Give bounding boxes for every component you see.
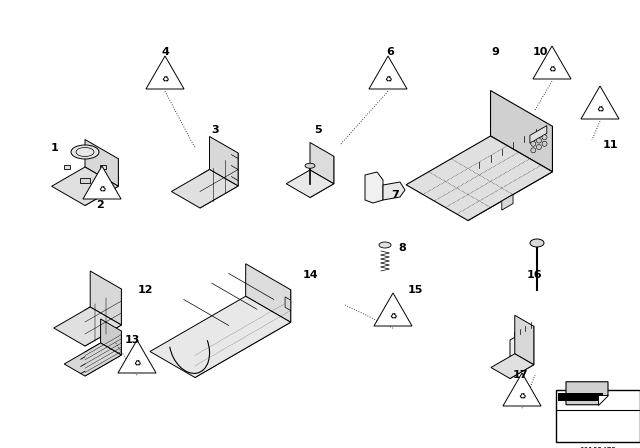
Text: 7: 7	[391, 190, 399, 200]
Polygon shape	[54, 307, 122, 346]
Polygon shape	[246, 264, 291, 322]
Polygon shape	[310, 142, 334, 184]
Text: ♻: ♻	[389, 313, 397, 322]
Text: 17: 17	[512, 370, 528, 380]
Polygon shape	[503, 373, 541, 406]
Polygon shape	[85, 289, 122, 346]
Polygon shape	[510, 326, 534, 379]
Polygon shape	[286, 170, 334, 198]
Polygon shape	[530, 125, 547, 143]
Polygon shape	[195, 290, 291, 378]
Bar	[558, 393, 603, 401]
Polygon shape	[383, 182, 405, 200]
Text: 16: 16	[527, 270, 543, 280]
Polygon shape	[533, 46, 571, 79]
Polygon shape	[118, 340, 156, 373]
Text: 5: 5	[314, 125, 322, 135]
FancyBboxPatch shape	[100, 165, 106, 169]
Circle shape	[542, 135, 547, 140]
Polygon shape	[502, 194, 513, 210]
Polygon shape	[209, 137, 238, 186]
Circle shape	[531, 148, 536, 153]
Polygon shape	[598, 395, 608, 405]
Circle shape	[542, 141, 547, 146]
Polygon shape	[83, 166, 121, 199]
Text: 2: 2	[96, 200, 104, 210]
Polygon shape	[85, 139, 118, 186]
FancyBboxPatch shape	[80, 178, 90, 183]
Ellipse shape	[379, 242, 391, 248]
Circle shape	[536, 138, 541, 143]
Polygon shape	[374, 293, 412, 326]
Text: 10: 10	[532, 47, 548, 57]
Polygon shape	[200, 153, 238, 208]
Text: 11: 11	[602, 140, 618, 150]
Polygon shape	[100, 319, 122, 355]
Polygon shape	[146, 56, 184, 89]
Text: 1: 1	[51, 143, 59, 153]
Text: 13: 13	[124, 335, 140, 345]
Text: 4: 4	[161, 47, 169, 57]
Text: 14: 14	[302, 270, 318, 280]
Text: 15: 15	[407, 285, 422, 295]
Text: 12: 12	[137, 285, 153, 295]
Ellipse shape	[530, 239, 544, 247]
Text: ♻: ♻	[548, 65, 556, 74]
Circle shape	[536, 145, 541, 150]
Text: ♻: ♻	[384, 76, 392, 85]
Text: ♻: ♻	[596, 105, 604, 115]
Text: 6: 6	[386, 47, 394, 57]
Polygon shape	[566, 382, 608, 405]
Polygon shape	[64, 343, 122, 376]
Polygon shape	[85, 331, 122, 376]
Polygon shape	[365, 172, 383, 203]
Text: ♻: ♻	[518, 392, 525, 401]
Text: ♻: ♻	[99, 185, 106, 194]
Bar	[556, 390, 640, 442]
Text: 8: 8	[398, 243, 406, 253]
Polygon shape	[515, 315, 534, 365]
Polygon shape	[369, 56, 407, 89]
Polygon shape	[491, 354, 534, 379]
Polygon shape	[310, 156, 334, 198]
Polygon shape	[172, 169, 238, 208]
Polygon shape	[490, 90, 552, 172]
Polygon shape	[406, 136, 552, 220]
Polygon shape	[85, 159, 118, 206]
Polygon shape	[285, 297, 291, 310]
Text: 9: 9	[491, 47, 499, 57]
Polygon shape	[468, 126, 552, 220]
Polygon shape	[52, 167, 118, 206]
FancyBboxPatch shape	[64, 165, 70, 169]
Polygon shape	[581, 86, 619, 119]
Text: ♻: ♻	[161, 76, 169, 85]
Circle shape	[531, 141, 536, 146]
Text: ♻: ♻	[133, 359, 141, 369]
Ellipse shape	[71, 145, 99, 159]
Polygon shape	[150, 296, 291, 378]
Ellipse shape	[305, 163, 315, 168]
Polygon shape	[90, 271, 122, 325]
Text: 3: 3	[211, 125, 219, 135]
